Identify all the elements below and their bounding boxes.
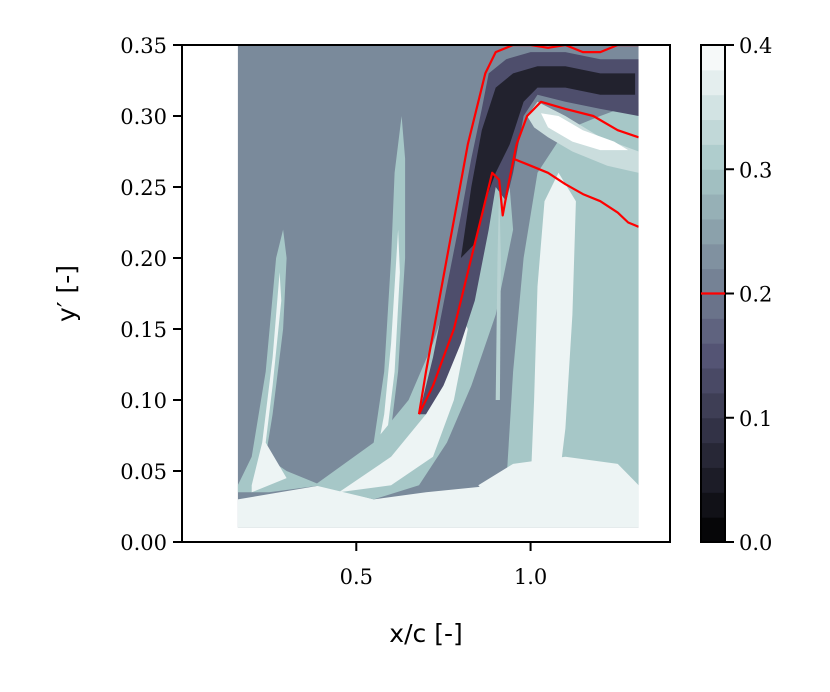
colorbar-tick-label: 0.3 xyxy=(739,158,772,182)
colorbar-tick-label: 0.4 xyxy=(739,34,772,58)
colorbar-tick-label: 0.1 xyxy=(739,407,772,431)
region-shear-layer-inner xyxy=(338,314,468,493)
colorbar-level xyxy=(701,318,725,344)
vortex-contour-inner-edge xyxy=(418,100,639,415)
region-left-plume-inner xyxy=(251,272,287,493)
colorbar-level xyxy=(701,194,725,220)
colorbar-level xyxy=(701,94,725,121)
region-left-plume-outer xyxy=(237,229,322,493)
region-middle-plume-outer xyxy=(356,116,406,486)
colorbar-level xyxy=(701,467,725,493)
colorbar-level xyxy=(701,218,725,245)
colorbar-level xyxy=(701,293,725,319)
colorbar-level xyxy=(701,392,725,419)
plot-area xyxy=(237,45,639,528)
y-tick-label: 0.20 xyxy=(120,247,167,271)
region-vortex-band-inner xyxy=(460,66,636,258)
vortex-contour-left xyxy=(417,45,639,415)
x-axis: 0.5 1.0 xyxy=(340,542,547,589)
region-wake-thin-line xyxy=(495,187,501,400)
colorbar-level xyxy=(701,243,725,270)
colorbar-level xyxy=(701,45,725,71)
region-lower-right-bulge xyxy=(478,456,639,514)
colorbar-level xyxy=(701,517,725,543)
colorbar-level xyxy=(701,69,725,96)
region-shear-layer-outer xyxy=(314,101,514,500)
plot-frame xyxy=(181,44,671,543)
colorbar-level xyxy=(701,368,725,394)
y-tick-label: 0.30 xyxy=(120,105,167,129)
colorbar-level xyxy=(701,442,725,468)
y-tick-label: 0.10 xyxy=(120,389,167,413)
x-axis-label: x/c [-] xyxy=(389,619,462,648)
colorbar-level xyxy=(701,417,725,444)
y-tick-label: 0.35 xyxy=(120,34,167,58)
region-upper-right-lobe-inner xyxy=(541,113,629,151)
colorbar-level xyxy=(701,144,725,170)
y-tick-label: 0.15 xyxy=(120,318,167,342)
y-tick-label: 0.00 xyxy=(120,531,167,555)
region-middle-plume-inner xyxy=(373,229,400,471)
y-axis-label: y′ [-] xyxy=(52,265,81,322)
colorbar-level xyxy=(701,343,725,369)
x-tick-label: 1.0 xyxy=(514,565,547,589)
colorbar-level xyxy=(701,119,725,145)
colorbar-tick-label: 0.2 xyxy=(739,283,772,307)
colorbar: 0.0 0.1 0.2 0.3 0.4 xyxy=(700,34,772,555)
y-axis: 0.00 0.05 0.10 0.15 0.20 0.25 0.30 0.35 xyxy=(120,34,182,555)
colorbar-level xyxy=(701,268,725,294)
contour-lines xyxy=(417,45,639,415)
x-tick-label: 0.5 xyxy=(340,565,373,589)
y-tick-label: 0.05 xyxy=(120,460,167,484)
colorbar-level xyxy=(701,492,725,518)
y-tick-label: 0.25 xyxy=(120,176,167,200)
lobe-contour-lower xyxy=(512,157,639,228)
colorbar-level xyxy=(701,169,725,195)
colorbar-tick-label: 0.0 xyxy=(739,531,772,555)
region-wake-column-inner xyxy=(530,172,576,486)
